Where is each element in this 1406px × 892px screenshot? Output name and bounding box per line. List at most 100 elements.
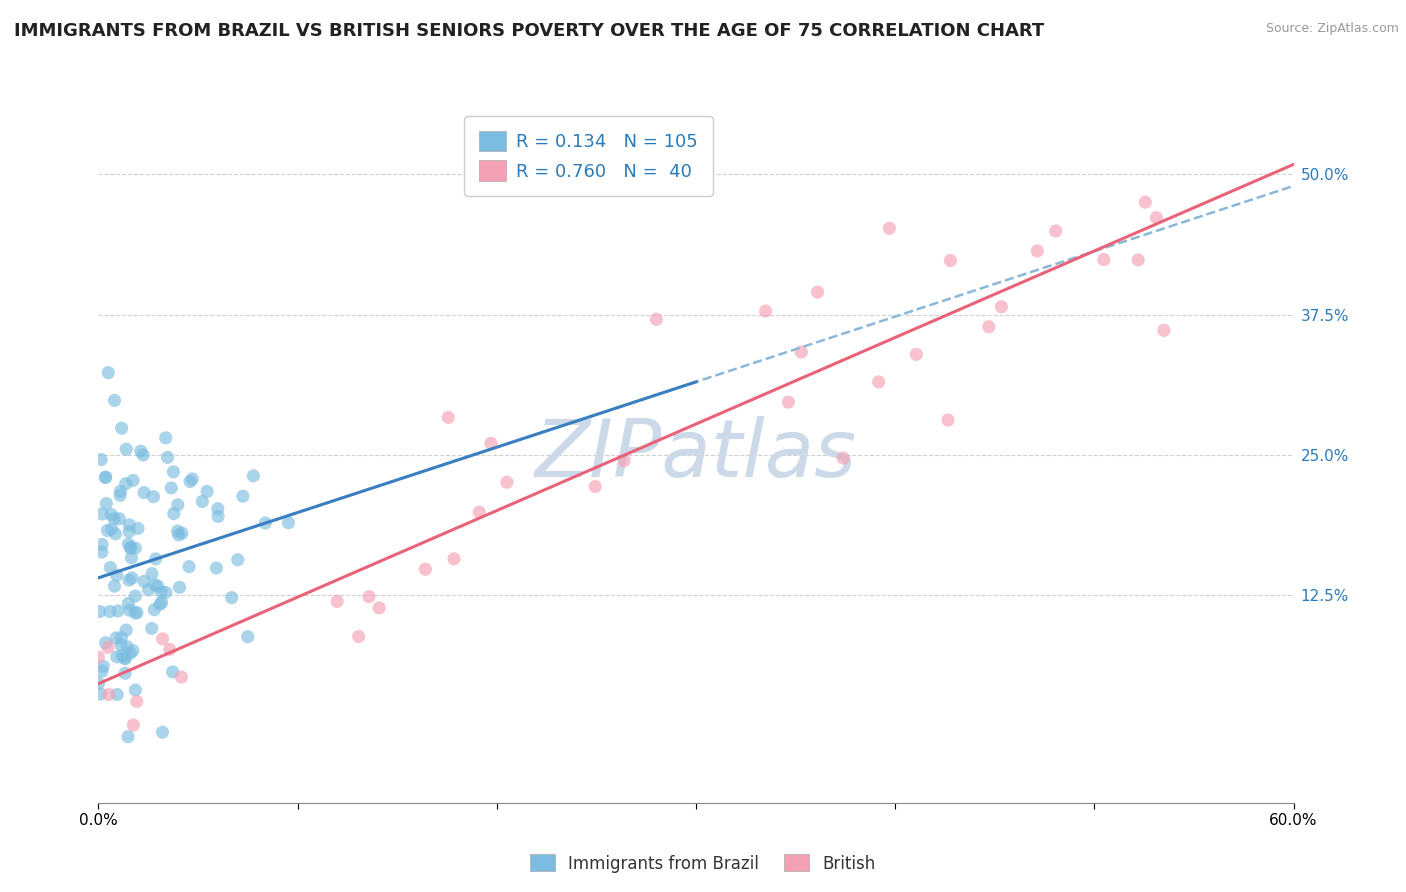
Point [1144, 211, 1167, 225]
Point [415, 562, 437, 576]
Point [117, 597, 139, 611]
Point [905, 347, 928, 361]
Point [468, 505, 491, 519]
Point [790, 345, 813, 359]
Point [111, 648, 134, 663]
Point [124, 589, 146, 603]
Point [114, 651, 136, 665]
Point [124, 683, 146, 698]
Point [990, 300, 1012, 314]
Point [1026, 244, 1049, 258]
Point [114, 476, 136, 491]
Point [236, 630, 259, 644]
Point [221, 591, 243, 605]
Point [443, 551, 465, 566]
Point [127, 521, 149, 535]
Point [242, 468, 264, 483]
Point [868, 375, 890, 389]
Point [103, 579, 125, 593]
Point [326, 594, 349, 608]
Point [118, 524, 141, 539]
Text: IMMIGRANTS FROM BRAZIL VS BRITISH SENIORS POVERTY OVER THE AGE OF 75 CORRELATION: IMMIGRANTS FROM BRAZIL VS BRITISH SENIOR… [14, 22, 1045, 40]
Point [177, 559, 200, 574]
Point [110, 638, 132, 652]
Point [142, 490, 165, 504]
Point [143, 602, 166, 616]
Point [583, 480, 606, 494]
Point [97, 366, 120, 380]
Point [195, 484, 218, 499]
Point [117, 537, 139, 551]
Point [120, 541, 142, 555]
Point [1045, 224, 1067, 238]
Point [121, 550, 143, 565]
Point [124, 541, 146, 555]
Point [207, 501, 229, 516]
Point [89, 604, 111, 618]
Point [134, 574, 156, 589]
Point [162, 465, 184, 479]
Point [1135, 195, 1157, 210]
Point [125, 694, 148, 708]
Point [160, 481, 183, 495]
Point [170, 526, 193, 541]
Point [163, 507, 186, 521]
Point [90, 545, 112, 559]
Point [479, 436, 502, 450]
Point [156, 450, 179, 465]
Point [108, 512, 131, 526]
Point [122, 718, 145, 732]
Point [191, 494, 214, 508]
Point [806, 285, 828, 300]
Point [832, 450, 855, 465]
Point [105, 568, 128, 582]
Point [162, 665, 184, 679]
Point [232, 489, 254, 503]
Point [778, 395, 800, 409]
Point [110, 421, 132, 435]
Point [107, 604, 129, 618]
Point [114, 666, 136, 681]
Point [152, 632, 174, 646]
Point [496, 475, 519, 490]
Point [205, 561, 228, 575]
Legend: R = 0.134   N = 105, R = 0.760   N =  40: R = 0.134 N = 105, R = 0.760 N = 40 [464, 116, 713, 195]
Point [207, 509, 229, 524]
Text: Source: ZipAtlas.com: Source: ZipAtlas.com [1265, 22, 1399, 36]
Point [91, 665, 114, 679]
Point [110, 484, 132, 499]
Point [120, 646, 142, 660]
Point [87, 676, 110, 690]
Point [645, 312, 668, 326]
Point [121, 571, 143, 585]
Point [138, 582, 160, 597]
Point [122, 643, 145, 657]
Point [100, 522, 122, 536]
Point [170, 670, 193, 684]
Point [103, 511, 125, 525]
Point [181, 472, 204, 486]
Point [226, 553, 249, 567]
Point [129, 444, 152, 458]
Point [155, 431, 177, 445]
Point [117, 730, 139, 744]
Point [936, 413, 959, 427]
Point [115, 442, 138, 457]
Point [105, 649, 128, 664]
Point [357, 590, 380, 604]
Point [118, 517, 141, 532]
Point [145, 552, 167, 566]
Point [103, 393, 125, 408]
Point [124, 606, 146, 620]
Point [90, 452, 112, 467]
Point [87, 650, 110, 665]
Point [146, 579, 169, 593]
Point [104, 526, 127, 541]
Point [166, 524, 188, 538]
Point [143, 578, 166, 592]
Point [108, 488, 131, 502]
Point [179, 475, 201, 489]
Point [347, 630, 370, 644]
Point [977, 319, 1000, 334]
Point [125, 606, 148, 620]
